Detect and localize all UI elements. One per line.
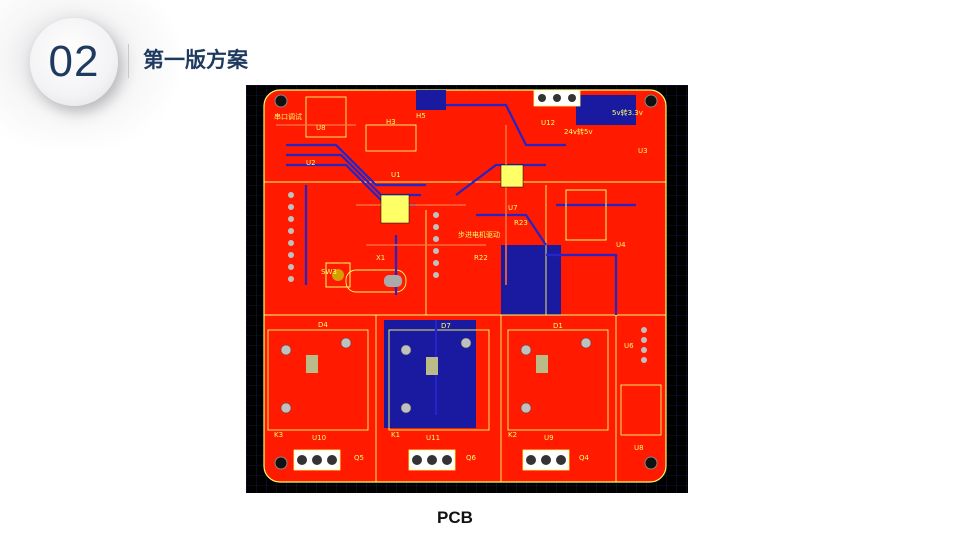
figure-caption: PCB [437,508,473,527]
svg-text:Q6: Q6 [466,454,477,462]
svg-text:5v转3.3v: 5v转3.3v [612,108,643,117]
svg-text:U4: U4 [616,241,626,249]
svg-text:K3: K3 [274,431,283,439]
section-number-badge: 02 [30,18,118,106]
svg-text:Q5: Q5 [354,454,364,462]
svg-text:X1: X1 [376,254,385,262]
svg-text:U3: U3 [638,147,648,155]
svg-text:K1: K1 [391,431,400,439]
pcb-image: 串口调试 步进电机驱动 24v转5v 5v转3.3v U8 U2 H3 H5 U… [246,85,688,493]
section-title: 第一版方案 [143,47,248,72]
svg-text:R22: R22 [474,254,488,262]
svg-text:24v转5v: 24v转5v [564,127,593,136]
svg-text:U8: U8 [634,444,644,452]
svg-text:U6: U6 [624,342,634,350]
svg-text:步进电机驱动: 步进电机驱动 [458,230,500,239]
svg-text:U12: U12 [541,119,555,127]
svg-text:U1: U1 [391,171,401,179]
svg-text:U9: U9 [544,434,554,442]
svg-text:串口调试: 串口调试 [274,112,302,121]
svg-text:SW3: SW3 [321,268,337,276]
svg-text:D1: D1 [553,322,563,330]
svg-text:U2: U2 [306,159,316,167]
svg-text:D7: D7 [441,322,451,330]
svg-text:K2: K2 [508,431,517,439]
svg-text:H5: H5 [416,112,426,120]
svg-text:D4: D4 [318,321,328,329]
svg-text:U7: U7 [508,204,518,212]
title-divider [128,44,129,78]
svg-text:R23: R23 [514,219,528,227]
svg-text:H3: H3 [386,118,396,126]
svg-text:Q4: Q4 [579,454,590,462]
section-number: 02 [48,37,100,86]
svg-text:U8: U8 [316,124,326,132]
pcb-drawing: 串口调试 步进电机驱动 24v转5v 5v转3.3v U8 U2 H3 H5 U… [246,85,688,493]
svg-text:U11: U11 [426,434,440,442]
board-outline [263,89,667,483]
svg-text:U10: U10 [312,434,326,442]
